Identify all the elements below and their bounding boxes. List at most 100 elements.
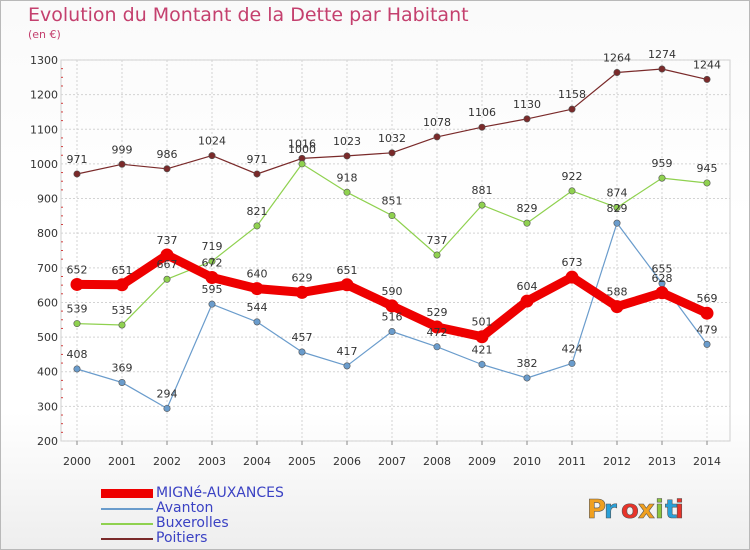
data-point-buxerolles: [388, 212, 396, 220]
data-label-mign-auxances: 737: [157, 234, 178, 247]
data-label-mign-auxances: 604: [517, 280, 538, 293]
data-label-poitiers: 999: [112, 143, 133, 156]
logo-letter: P: [587, 495, 606, 525]
data-label-buxerolles: 851: [382, 195, 403, 208]
data-label-avanton: 479: [697, 323, 718, 336]
data-point-mign-auxances: [205, 271, 219, 285]
data-point-poitiers: [118, 160, 126, 168]
data-point-buxerolles: [433, 251, 441, 259]
data-label-avanton: 457: [292, 331, 313, 344]
data-label-poitiers: 1106: [468, 106, 496, 119]
y-tick-label: 1300: [30, 54, 58, 67]
y-tick-label: 600: [37, 296, 58, 309]
data-label-mign-auxances: 628: [652, 272, 673, 285]
data-label-avanton: 294: [157, 387, 178, 400]
data-label-avanton: 417: [337, 345, 358, 358]
logo-letter: x: [638, 495, 655, 525]
data-label-avanton: 369: [112, 361, 133, 374]
legend-label: Poitiers: [156, 530, 208, 546]
data-label-buxerolles: 539: [67, 303, 88, 316]
data-point-buxerolles: [658, 174, 666, 182]
data-point-avanton: [253, 318, 261, 326]
data-label-mign-auxances: 640: [247, 268, 268, 281]
data-point-avanton: [343, 362, 351, 370]
data-point-poitiers: [613, 68, 621, 76]
data-point-poitiers: [433, 133, 441, 141]
data-point-poitiers: [568, 105, 576, 113]
logo-letter: r: [604, 495, 617, 525]
data-point-poitiers: [253, 170, 261, 178]
chart-title: Evolution du Montant de la Dette par Hab…: [28, 4, 469, 26]
data-point-poitiers: [523, 115, 531, 123]
data-point-buxerolles: [613, 204, 621, 212]
data-point-avanton: [208, 300, 216, 308]
x-tick-label: 2004: [243, 455, 271, 468]
grid-lines: [60, 59, 731, 442]
data-label-buxerolles: 535: [112, 304, 133, 317]
data-label-avanton: 829: [607, 202, 628, 215]
legend-label: Buxerolles: [156, 515, 229, 531]
data-point-mign-auxances: [430, 320, 444, 334]
data-point-mign-auxances: [610, 300, 624, 314]
axes: 200 300 400 500 600 700 800 900 1000 1100 1200 1300…: [30, 54, 721, 468]
legend-swatch: [101, 538, 153, 540]
plot-area: [60, 59, 731, 442]
data-point-mign-auxances: [295, 285, 309, 299]
data-label-buxerolles: 667: [157, 258, 178, 271]
data-point-poitiers: [388, 149, 396, 157]
data-label-mign-auxances: 651: [112, 264, 133, 277]
x-tick-label: 2012: [603, 455, 631, 468]
y-tick-label: 200: [37, 435, 58, 448]
data-label-poitiers: 971: [247, 153, 268, 166]
legend-label: MIGNé-AUXANCES: [156, 485, 284, 501]
data-point-avanton: [478, 360, 486, 368]
data-point-buxerolles: [73, 320, 81, 328]
data-label-poitiers: 1078: [423, 116, 451, 129]
data-point-avanton: [568, 359, 576, 367]
data-label-mign-auxances: 501: [472, 316, 493, 329]
logo-letter: t: [665, 495, 677, 525]
data-label-avanton: 595: [202, 283, 223, 296]
data-label-buxerolles: 945: [697, 162, 718, 175]
data-label-buxerolles: 881: [472, 184, 493, 197]
x-tick-label: 2008: [423, 455, 451, 468]
data-point-avanton: [118, 378, 126, 386]
data-label-poitiers: 1024: [198, 135, 226, 148]
data-label-mign-auxances: 672: [202, 257, 223, 270]
x-tick-label: 2009: [468, 455, 496, 468]
data-point-poitiers: [478, 123, 486, 131]
data-point-mign-auxances: [655, 286, 669, 300]
data-label-mign-auxances: 652: [67, 263, 88, 276]
y-tick-label: 1200: [30, 89, 58, 102]
data-point-poitiers: [163, 165, 171, 173]
data-point-avanton: [523, 374, 531, 382]
data-label-buxerolles: 719: [202, 240, 223, 253]
data-point-mign-auxances: [385, 299, 399, 313]
x-tick-label: 2003: [198, 455, 226, 468]
data-point-avanton: [73, 365, 81, 373]
logo-letter: i: [655, 495, 664, 525]
x-tick-label: 2011: [558, 455, 586, 468]
data-point-poitiers: [658, 65, 666, 73]
x-tick-label: 2014: [693, 455, 721, 468]
data-label-poitiers: 1244: [693, 58, 721, 71]
data-label-buxerolles: 874: [607, 187, 628, 200]
data-point-poitiers: [73, 170, 81, 178]
data-label-buxerolles: 918: [337, 171, 358, 184]
data-label-poitiers: 986: [157, 148, 178, 161]
data-point-buxerolles: [118, 321, 126, 329]
data-point-mign-auxances: [565, 270, 579, 284]
data-point-buxerolles: [568, 187, 576, 195]
x-tick-label: 2007: [378, 455, 406, 468]
data-label-avanton: 421: [472, 343, 493, 356]
data-point-avanton: [433, 343, 441, 351]
data-label-mign-auxances: 529: [427, 306, 448, 319]
data-point-mign-auxances: [340, 278, 354, 292]
legend-swatch: [101, 523, 153, 525]
data-point-buxerolles: [208, 257, 216, 265]
y-tick-label: 800: [37, 227, 58, 240]
data-point-buxerolles: [523, 219, 531, 227]
data-label-poitiers: 1016: [288, 137, 316, 150]
data-label-poitiers: 1023: [333, 135, 361, 148]
